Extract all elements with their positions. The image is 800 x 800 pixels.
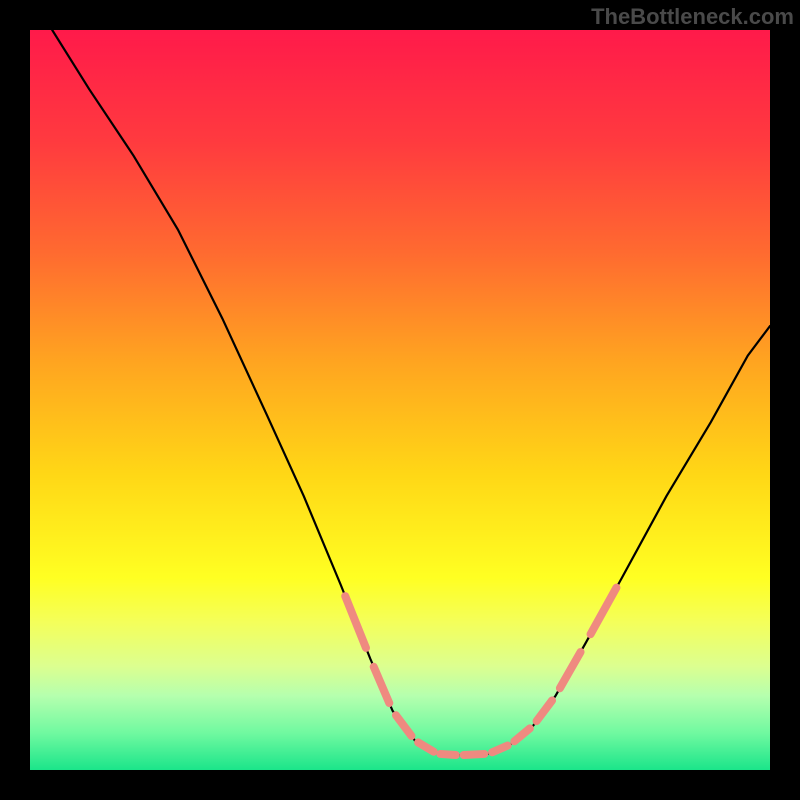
- chart-svg: [30, 30, 770, 770]
- marker-dash: [464, 754, 485, 755]
- marker-dash: [440, 754, 456, 755]
- plot-area: [30, 30, 770, 770]
- credit-label: TheBottleneck.com: [591, 4, 794, 30]
- chart-stage: TheBottleneck.com: [0, 0, 800, 800]
- gradient-fill: [30, 30, 770, 770]
